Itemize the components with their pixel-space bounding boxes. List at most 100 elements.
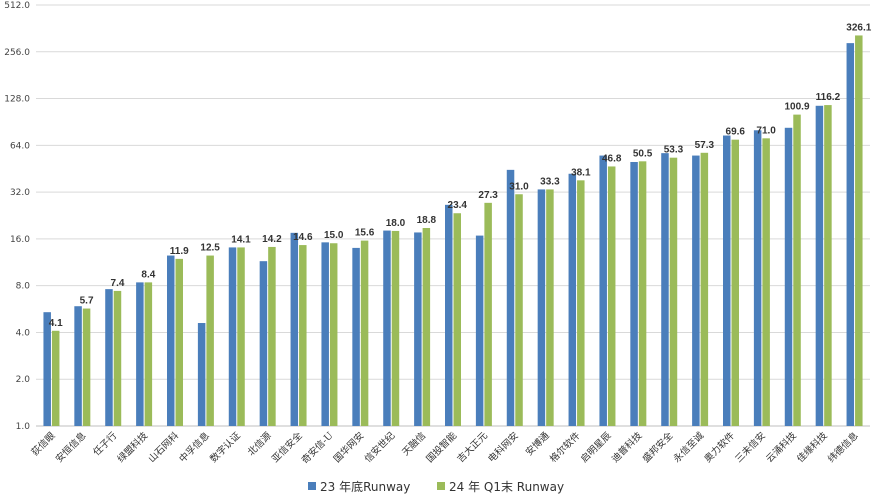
x-category-label: 国投智能 <box>424 429 460 465</box>
x-category-label: 纬德信息 <box>825 430 860 465</box>
data-label: 326.1 <box>846 22 871 33</box>
data-label: 14.1 <box>231 234 251 245</box>
bar-series-1 <box>259 261 268 426</box>
x-category-label: 北信源 <box>245 429 274 458</box>
data-label: 53.3 <box>664 145 684 156</box>
bar-series-1 <box>167 255 175 426</box>
bar-series-1 <box>661 153 669 426</box>
data-label: 100.9 <box>785 102 810 113</box>
bar-series-2 <box>268 246 276 426</box>
bar-series-2 <box>855 35 863 427</box>
data-labels: 4.1 5.7 7.4 8.4 11.9 12.5 14.1 14.2 14.6 15.0 15.6… <box>49 22 872 328</box>
bar-series-1 <box>692 155 700 426</box>
bar-series-1 <box>599 155 607 426</box>
bar-series-1 <box>753 130 762 427</box>
data-label: 18.0 <box>386 218 406 229</box>
x-category-label: 中孚信息 <box>177 430 212 465</box>
x-category-label: 安恒信息 <box>53 430 88 465</box>
x-category-label: 格尔软件 <box>547 429 583 465</box>
bar-series-2 <box>329 243 338 426</box>
bar-series-2 <box>299 245 307 426</box>
x-category-label: 永信至诚 <box>671 429 707 465</box>
bar-series-2 <box>484 202 492 426</box>
bar-series-2 <box>577 180 585 426</box>
bar-series-2 <box>546 189 554 426</box>
x-category-label: 山石网科 <box>146 429 182 465</box>
data-label: 4.1 <box>49 318 63 329</box>
data-label: 15.0 <box>324 230 344 241</box>
data-label: 18.8 <box>417 215 437 226</box>
bar-series-2 <box>824 105 832 426</box>
x-category-label: 云涌科技 <box>764 429 800 465</box>
y-tick-label: 4.0 <box>16 328 31 338</box>
bar-series-2 <box>113 290 122 426</box>
bar-series-1 <box>136 282 144 426</box>
data-label: 46.8 <box>602 153 622 164</box>
y-tick-label: 256.0 <box>4 48 30 58</box>
gridlines <box>36 4 870 427</box>
x-category-label: 数字认证 <box>208 429 244 465</box>
y-tick-label: 512.0 <box>4 1 30 11</box>
y-tick-label: 32.0 <box>10 188 30 198</box>
y-tick-label: 1.0 <box>16 422 31 432</box>
bar-series-2 <box>793 114 801 427</box>
legend-label-series-1: 23 年底Runway <box>320 479 410 494</box>
data-label: 116.2 <box>816 92 841 103</box>
bar-series-1 <box>537 189 546 426</box>
data-label: 23.4 <box>448 200 468 211</box>
y-tick-label: 128.0 <box>4 95 30 105</box>
bar-series-1 <box>74 306 82 426</box>
bar-series-1 <box>43 312 51 426</box>
bar-series-2 <box>175 258 183 426</box>
bar-series-1 <box>723 135 731 426</box>
data-label: 50.5 <box>633 148 653 159</box>
x-category-label: 国华网安 <box>331 430 366 465</box>
bar-series-2 <box>731 139 739 427</box>
y-tick-label: 2.0 <box>16 375 31 385</box>
x-category-label: 天融信 <box>400 430 429 459</box>
data-label: 69.6 <box>726 127 746 138</box>
bar-series-1 <box>445 204 453 426</box>
x-category-label: 绿盟科技 <box>115 429 151 465</box>
legend: 23 年底Runway 24 年 Q1末 Runway <box>308 479 564 494</box>
data-label: 33.3 <box>540 176 560 187</box>
bar-series-1 <box>414 232 422 426</box>
x-category-label: 安博通 <box>523 429 552 458</box>
bar-series-1 <box>228 247 237 426</box>
x-category-label: 信安世纪 <box>362 429 398 465</box>
bar-series-2 <box>391 230 400 426</box>
bar-series-2 <box>762 138 770 426</box>
data-label: 14.6 <box>293 232 313 243</box>
data-label: 27.3 <box>478 190 498 201</box>
bar-series-1 <box>506 169 515 426</box>
x-category-label: 佳缘科技 <box>794 429 830 465</box>
x-category-label: 奥力软件 <box>702 429 738 465</box>
x-category-label: 迪普科技 <box>609 429 645 465</box>
bar-series-2 <box>51 330 60 426</box>
x-category-label: 任子行 <box>91 429 120 458</box>
bar-series-2 <box>607 166 616 426</box>
data-label: 14.2 <box>262 234 282 245</box>
x-category-label: 吉大正元 <box>455 429 491 465</box>
bar-series-2 <box>700 152 709 426</box>
x-category-label: 奇安信-U <box>299 430 336 467</box>
bar-series-2 <box>360 240 369 426</box>
bar-series-2 <box>144 282 153 426</box>
x-category-label: 三未信安 <box>733 430 768 465</box>
x-category-label: 荻信眼 <box>29 429 58 458</box>
x-category-label: 电科网安 <box>486 430 521 465</box>
bar-series-1 <box>352 247 360 426</box>
legend-swatch-series-1 <box>308 482 316 490</box>
bar-series-1 <box>383 230 391 426</box>
data-label: 31.0 <box>509 181 529 192</box>
y-tick-label: 16.0 <box>10 235 30 245</box>
bar-series-1 <box>290 232 299 426</box>
bar-series-2 <box>669 157 678 426</box>
y-axis-ticks: 1.0 2.0 4.0 8.0 16.0 32.0 64.0 128.0 256.0 512.0 <box>4 1 30 432</box>
data-label: 38.1 <box>571 167 591 178</box>
bar-series-1 <box>568 173 577 426</box>
data-label: 7.4 <box>111 278 125 289</box>
bar-series-2 <box>82 308 91 426</box>
